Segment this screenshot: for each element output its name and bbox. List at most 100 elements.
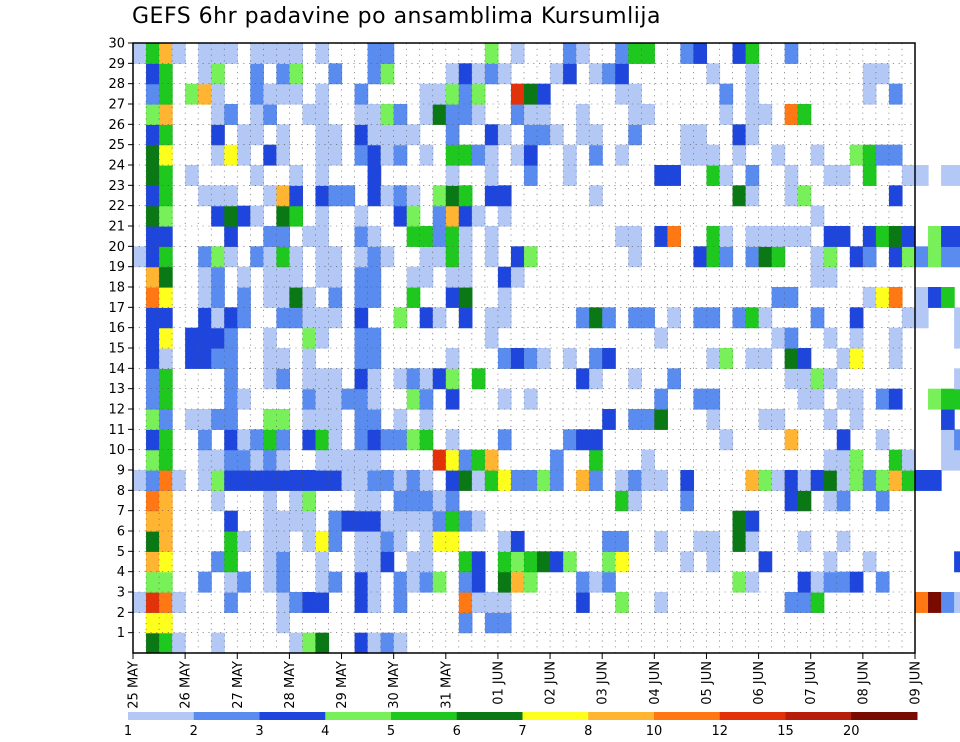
heatmap-cell xyxy=(263,287,277,308)
heatmap-cell xyxy=(471,551,486,573)
heatmap-cell xyxy=(901,226,916,247)
colorbar-bin xyxy=(588,712,655,720)
heatmap-cell xyxy=(458,246,473,268)
heatmap-cell xyxy=(263,246,277,268)
heatmap-cell xyxy=(458,226,473,247)
heatmap-cell xyxy=(524,571,538,593)
heatmap-cell xyxy=(198,307,212,329)
heatmap-cell xyxy=(458,612,473,634)
heatmap-cell xyxy=(458,63,473,85)
heatmap-cell xyxy=(823,246,838,268)
heatmap-cell xyxy=(354,449,369,471)
heatmap-cell xyxy=(758,470,773,491)
heatmap-cell xyxy=(419,226,434,247)
heatmap-cell xyxy=(263,551,277,573)
heatmap-cell xyxy=(419,388,434,410)
heatmap-cell xyxy=(367,144,382,166)
heatmap-cell xyxy=(432,83,447,105)
colorbar-label: 7 xyxy=(518,724,526,739)
heatmap-cell xyxy=(875,287,890,308)
heatmap-cell xyxy=(810,592,825,613)
heatmap-cell xyxy=(211,632,225,654)
heatmap-cell xyxy=(224,368,238,390)
heatmap-cell xyxy=(589,571,603,593)
heatmap-cell xyxy=(159,307,173,329)
heatmap-cell xyxy=(719,165,734,186)
heatmap-cell xyxy=(263,144,277,166)
heatmap-cell xyxy=(484,124,499,146)
heatmap-cell xyxy=(849,348,864,369)
heatmap-cell xyxy=(237,571,251,593)
heatmap-cell xyxy=(954,368,960,390)
heatmap-cell xyxy=(328,449,343,471)
heatmap-cell xyxy=(954,429,960,451)
heatmap-cell xyxy=(797,226,812,247)
heatmap-cell xyxy=(276,531,290,552)
heatmap-cell xyxy=(445,165,460,186)
heatmap-cell xyxy=(367,104,382,125)
y-tick-label: 20 xyxy=(108,240,125,255)
heatmap-cell xyxy=(341,470,356,491)
heatmap-cell xyxy=(445,287,460,308)
heatmap-cell xyxy=(211,287,225,308)
heatmap-cell xyxy=(237,531,251,552)
heatmap-cell xyxy=(393,470,408,491)
heatmap-cell xyxy=(146,470,160,491)
heatmap-cell xyxy=(146,531,160,552)
heatmap-cell xyxy=(888,185,903,207)
heatmap-cell xyxy=(276,592,290,613)
heatmap-cell xyxy=(224,205,238,227)
heatmap-cell xyxy=(615,83,629,105)
heatmap-cell xyxy=(367,510,382,532)
heatmap-cell xyxy=(315,185,330,207)
heatmap-cell xyxy=(771,470,786,491)
heatmap-cell xyxy=(276,551,290,573)
heatmap-cell xyxy=(901,246,916,268)
heatmap-cell xyxy=(159,205,173,227)
heatmap-cell xyxy=(146,165,160,186)
heatmap-cell xyxy=(354,246,369,268)
heatmap-cell xyxy=(719,429,734,451)
heatmap-cell xyxy=(810,470,825,491)
heatmap-cell xyxy=(915,287,929,308)
heatmap-cell xyxy=(328,266,343,288)
heatmap-cell xyxy=(797,490,812,512)
heatmap-cell xyxy=(224,592,238,613)
heatmap-cell xyxy=(211,409,225,430)
heatmap-cell xyxy=(354,409,369,430)
heatmap-cell xyxy=(159,83,173,105)
heatmap-cell xyxy=(263,490,277,512)
heatmap-cell xyxy=(393,510,408,532)
heatmap-cell xyxy=(419,307,434,329)
heatmap-cell xyxy=(393,490,408,512)
heatmap-cell xyxy=(563,144,577,166)
heatmap-cell xyxy=(198,348,212,369)
heatmap-cell xyxy=(628,226,642,247)
heatmap-cell xyxy=(771,226,786,247)
heatmap-cell xyxy=(328,246,343,268)
heatmap-cell xyxy=(524,165,538,186)
heatmap-cell xyxy=(354,104,369,125)
heatmap-cell xyxy=(563,43,577,64)
heatmap-cell xyxy=(680,490,695,512)
heatmap-cell xyxy=(315,571,330,593)
heatmap-cell xyxy=(289,246,304,268)
heatmap-cell xyxy=(693,531,708,552)
y-tick-label: 22 xyxy=(108,199,125,214)
heatmap-cell xyxy=(797,388,812,410)
heatmap-cell xyxy=(732,307,747,329)
heatmap-cell xyxy=(888,327,903,349)
y-axis: 1234567891011121314151617181920212223242… xyxy=(108,37,133,641)
heatmap-cell xyxy=(849,246,864,268)
heatmap-cell xyxy=(302,510,317,532)
heatmap-cell xyxy=(484,43,499,64)
heatmap-cell xyxy=(471,144,486,166)
heatmap-cell xyxy=(263,571,277,593)
heatmap-cell xyxy=(745,165,760,186)
heatmap-cell xyxy=(497,287,512,308)
heatmap-cell xyxy=(888,144,903,166)
heatmap-cell xyxy=(354,632,369,654)
y-tick-label: 14 xyxy=(108,362,125,377)
heatmap-cell xyxy=(133,592,147,613)
